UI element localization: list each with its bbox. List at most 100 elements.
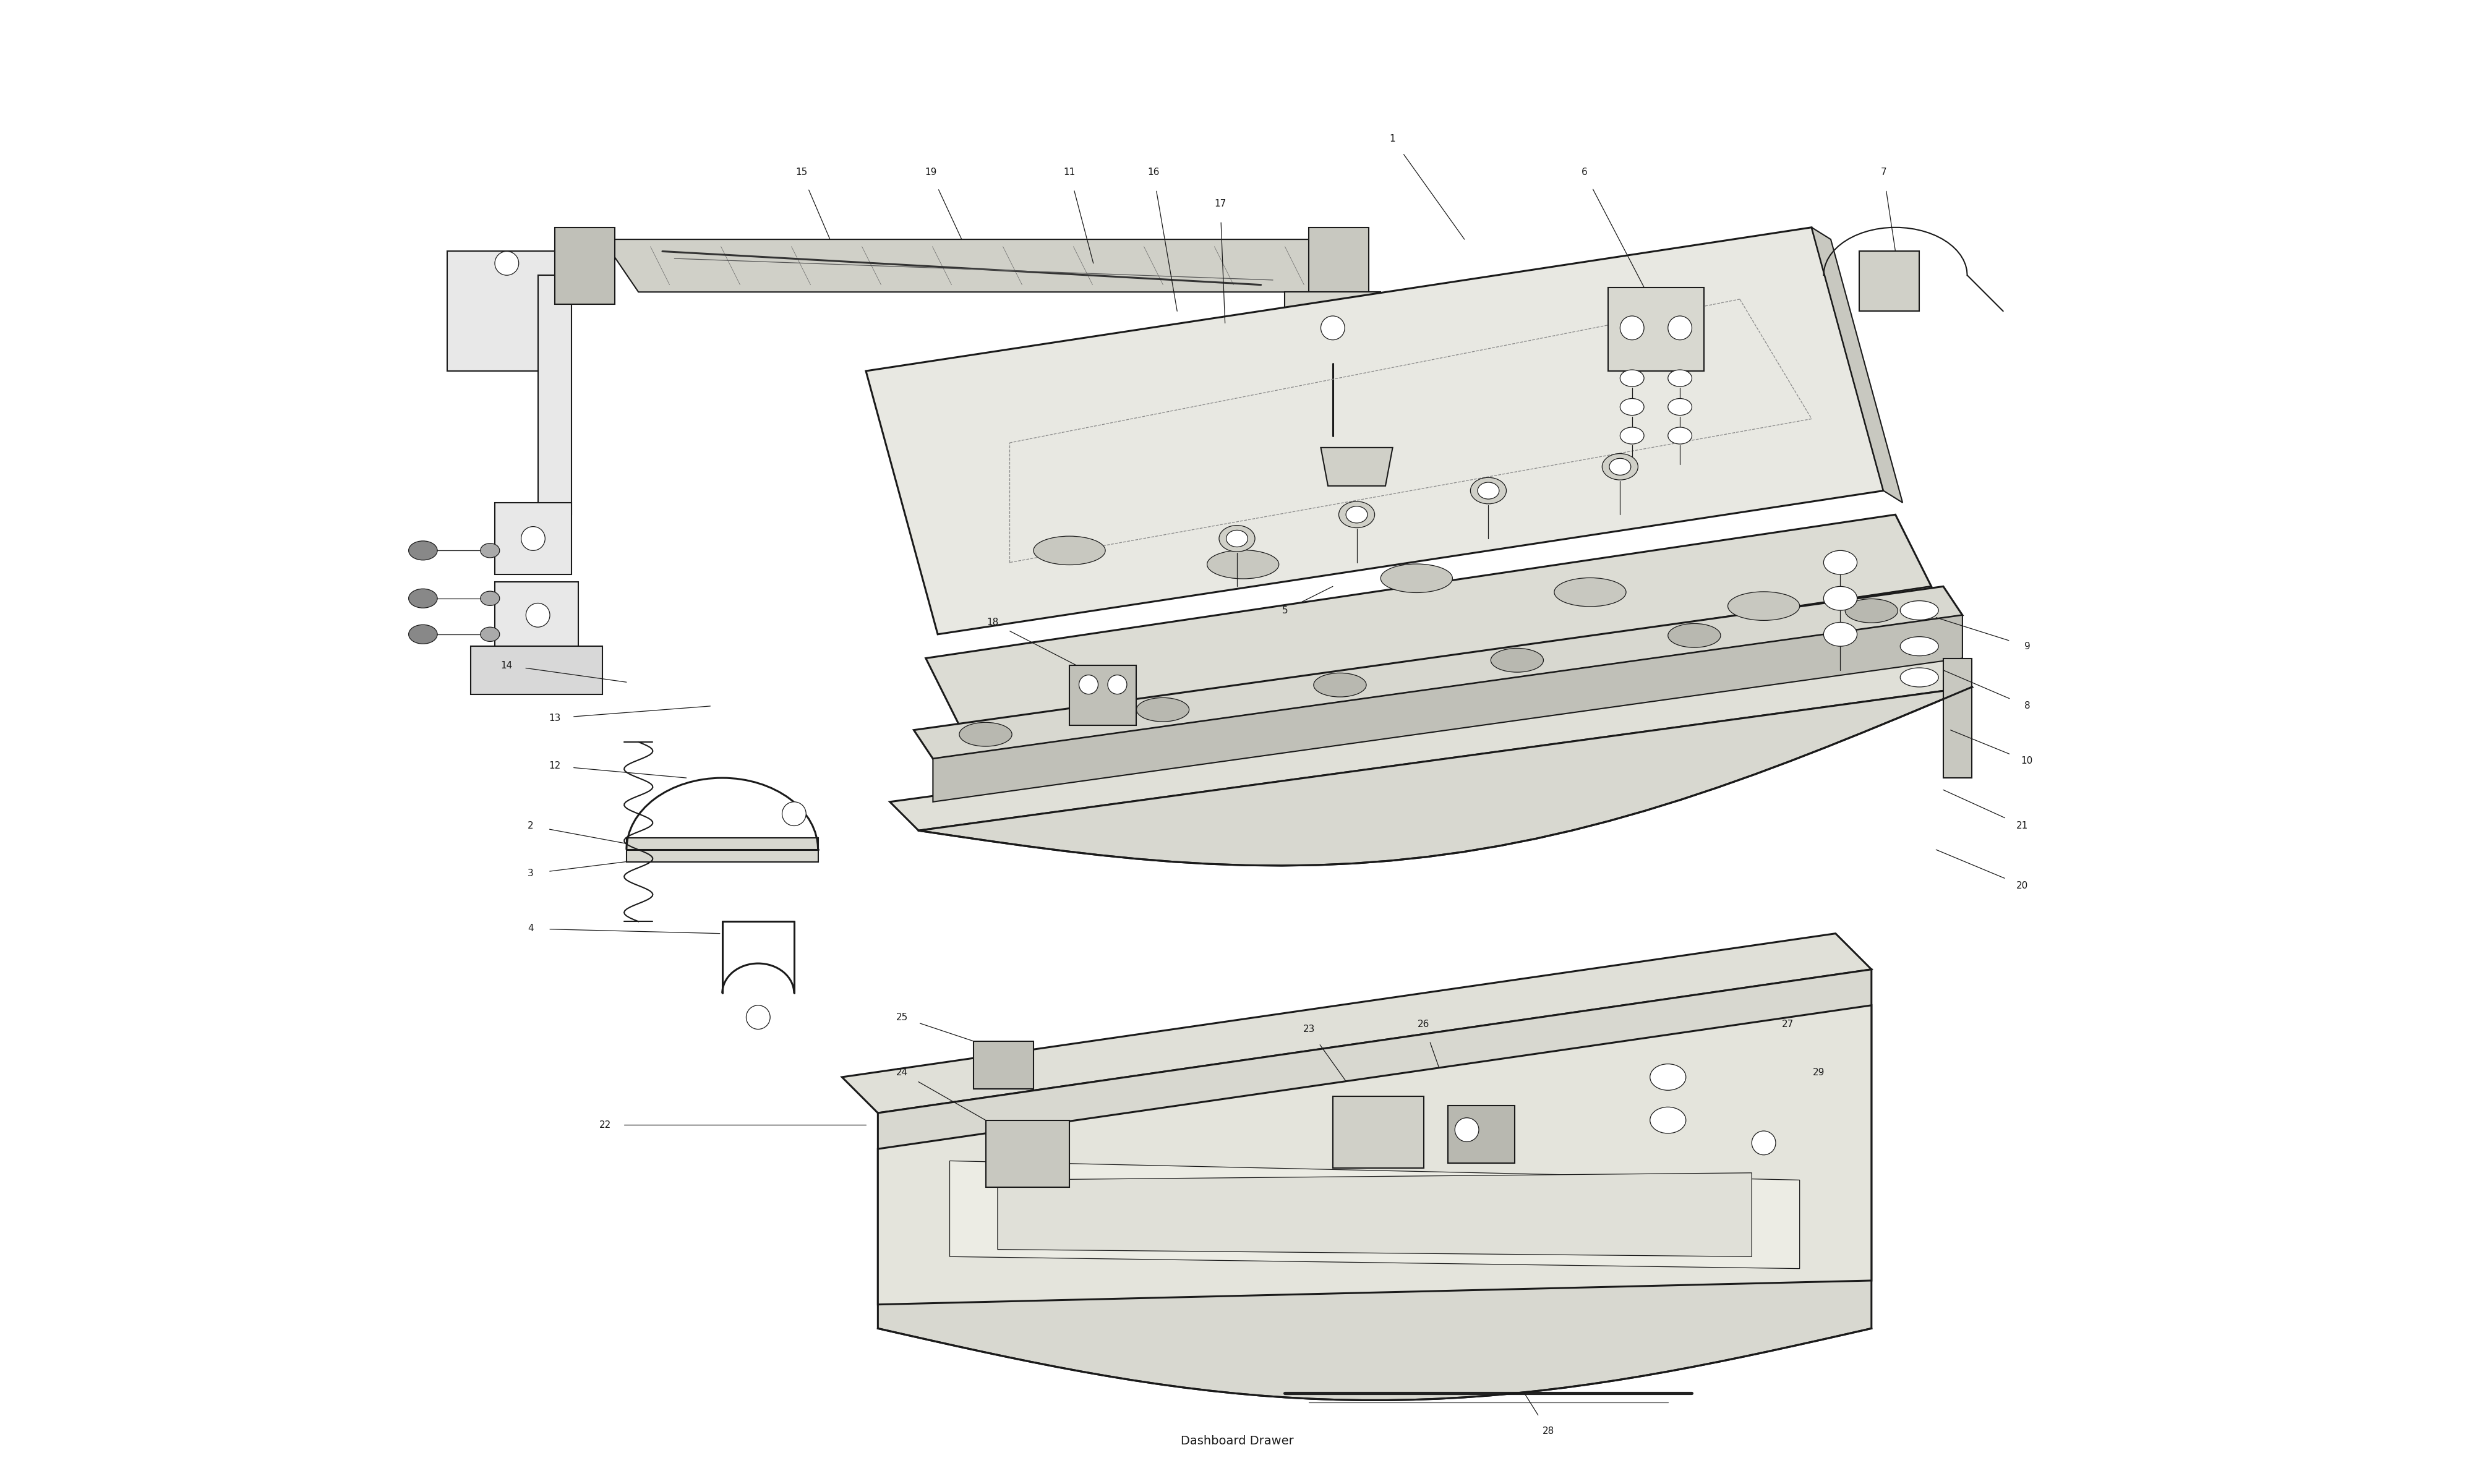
Ellipse shape xyxy=(1620,427,1645,444)
Ellipse shape xyxy=(1900,668,1940,687)
Circle shape xyxy=(747,1005,769,1030)
Ellipse shape xyxy=(1667,623,1719,647)
Text: 17: 17 xyxy=(1215,199,1227,208)
Ellipse shape xyxy=(1667,370,1692,386)
Polygon shape xyxy=(997,1172,1752,1257)
Text: 7: 7 xyxy=(1880,168,1885,177)
Polygon shape xyxy=(950,1160,1799,1269)
Polygon shape xyxy=(1284,292,1380,364)
Ellipse shape xyxy=(1900,637,1940,656)
Ellipse shape xyxy=(1727,592,1799,620)
Text: 2: 2 xyxy=(527,821,534,831)
Text: 16: 16 xyxy=(1148,168,1160,177)
Ellipse shape xyxy=(1554,577,1625,607)
Circle shape xyxy=(1455,1117,1479,1141)
Polygon shape xyxy=(448,251,571,371)
Circle shape xyxy=(782,801,807,825)
Text: 11: 11 xyxy=(1064,168,1076,177)
Ellipse shape xyxy=(1338,502,1376,528)
Polygon shape xyxy=(918,687,1972,865)
Ellipse shape xyxy=(1492,649,1544,672)
Circle shape xyxy=(1321,316,1346,340)
Text: 13: 13 xyxy=(549,714,562,723)
Polygon shape xyxy=(913,586,1962,758)
Ellipse shape xyxy=(1823,551,1858,574)
Polygon shape xyxy=(975,1042,1034,1089)
Polygon shape xyxy=(1942,659,1972,778)
Ellipse shape xyxy=(1136,697,1190,721)
Polygon shape xyxy=(1321,448,1393,485)
Text: 9: 9 xyxy=(2024,641,2031,651)
Ellipse shape xyxy=(1470,478,1507,505)
Ellipse shape xyxy=(1846,600,1898,623)
Ellipse shape xyxy=(1900,601,1940,620)
Text: 3: 3 xyxy=(527,870,534,879)
Bar xyxy=(1333,1097,1423,1168)
Circle shape xyxy=(1752,1131,1776,1155)
Text: 24: 24 xyxy=(896,1067,908,1077)
Text: 1: 1 xyxy=(1390,134,1395,144)
Text: 26: 26 xyxy=(1418,1020,1430,1028)
Text: 23: 23 xyxy=(1304,1024,1314,1034)
Polygon shape xyxy=(891,659,1972,831)
Polygon shape xyxy=(1860,251,1920,312)
Polygon shape xyxy=(1811,227,1903,503)
Polygon shape xyxy=(1069,665,1136,726)
Polygon shape xyxy=(878,1005,1870,1304)
Text: 29: 29 xyxy=(1813,1067,1826,1077)
Circle shape xyxy=(1620,316,1645,340)
Ellipse shape xyxy=(1620,399,1645,416)
Ellipse shape xyxy=(1608,459,1630,475)
Circle shape xyxy=(527,603,549,628)
Ellipse shape xyxy=(480,628,500,641)
Ellipse shape xyxy=(1823,586,1858,610)
Ellipse shape xyxy=(1034,536,1106,565)
Polygon shape xyxy=(933,616,1962,801)
Circle shape xyxy=(1079,675,1098,695)
Ellipse shape xyxy=(1603,454,1638,479)
Ellipse shape xyxy=(960,723,1012,746)
Polygon shape xyxy=(962,586,1942,766)
Polygon shape xyxy=(495,582,579,646)
Text: 6: 6 xyxy=(1581,168,1588,177)
Text: 8: 8 xyxy=(2024,702,2031,711)
Ellipse shape xyxy=(1650,1064,1685,1091)
Ellipse shape xyxy=(480,591,500,605)
Text: 27: 27 xyxy=(1781,1020,1794,1028)
Ellipse shape xyxy=(1220,525,1254,552)
Polygon shape xyxy=(1447,1106,1514,1163)
Text: 22: 22 xyxy=(599,1120,611,1129)
Text: 20: 20 xyxy=(2016,881,2029,890)
Ellipse shape xyxy=(1667,427,1692,444)
Ellipse shape xyxy=(1346,506,1368,522)
Text: 18: 18 xyxy=(987,617,999,626)
Ellipse shape xyxy=(1227,530,1247,548)
Polygon shape xyxy=(554,227,614,304)
Polygon shape xyxy=(537,275,571,515)
Text: 4: 4 xyxy=(527,925,534,933)
Text: 28: 28 xyxy=(1541,1426,1554,1437)
Text: Dashboard Drawer: Dashboard Drawer xyxy=(1180,1435,1294,1447)
Polygon shape xyxy=(495,503,571,574)
Ellipse shape xyxy=(408,589,438,608)
Ellipse shape xyxy=(1620,370,1645,386)
Polygon shape xyxy=(626,838,819,862)
Text: 19: 19 xyxy=(925,168,938,177)
Text: 12: 12 xyxy=(549,761,562,770)
Ellipse shape xyxy=(1823,622,1858,646)
Polygon shape xyxy=(878,969,1870,1401)
Circle shape xyxy=(1667,316,1692,340)
Text: 10: 10 xyxy=(2021,757,2034,766)
Ellipse shape xyxy=(1207,551,1279,579)
Circle shape xyxy=(522,527,544,551)
Circle shape xyxy=(1108,675,1126,695)
Ellipse shape xyxy=(480,543,500,558)
Polygon shape xyxy=(1309,423,1361,460)
Polygon shape xyxy=(1608,288,1705,371)
Text: 25: 25 xyxy=(896,1012,908,1022)
Circle shape xyxy=(495,251,520,275)
Ellipse shape xyxy=(1477,482,1499,499)
Ellipse shape xyxy=(1667,399,1692,416)
Text: 21: 21 xyxy=(2016,821,2029,831)
Ellipse shape xyxy=(1380,564,1452,592)
